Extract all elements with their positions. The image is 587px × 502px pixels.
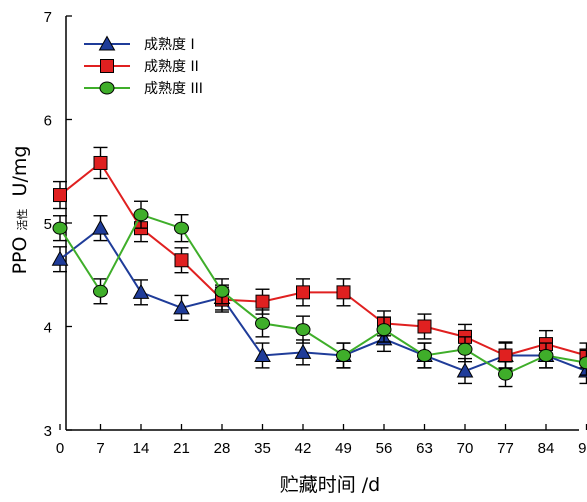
data-point <box>255 316 270 330</box>
legend-item-2: 成熟度 II <box>84 59 199 75</box>
y-axis-title-main: PPO <box>9 237 31 275</box>
data-point <box>336 348 351 362</box>
data-point <box>255 294 270 309</box>
data-point <box>457 342 473 356</box>
data-point <box>294 343 312 359</box>
series-layer <box>51 146 587 388</box>
axes: 3456707142128354249566370778491 <box>44 9 587 457</box>
data-point <box>296 285 310 300</box>
series-2 <box>53 146 587 370</box>
data-point <box>93 284 108 298</box>
data-point <box>53 188 67 203</box>
series-line <box>59 161 587 357</box>
data-point <box>456 362 474 378</box>
x-tick-label: 56 <box>376 440 393 457</box>
legend-marker <box>99 81 115 95</box>
legend-label: 成熟度 I <box>144 37 195 53</box>
data-point <box>92 219 109 235</box>
data-point <box>93 155 108 170</box>
data-point <box>51 250 69 266</box>
data-point <box>295 323 311 337</box>
y-tick-label: 7 <box>44 9 52 26</box>
data-point <box>254 346 271 362</box>
y-axis-title-unit: U/mg <box>9 146 31 197</box>
x-tick-label: 63 <box>416 440 433 457</box>
legend-marker <box>98 35 116 51</box>
y-tick-label: 3 <box>44 423 52 440</box>
x-tick-label: 49 <box>335 440 352 457</box>
data-point <box>336 285 351 300</box>
x-tick-label: 84 <box>538 440 555 457</box>
data-point <box>52 221 68 235</box>
legend-label: 成熟度 III <box>144 81 203 97</box>
data-point <box>417 319 432 334</box>
x-tick-label: 14 <box>133 440 150 457</box>
x-tick-label: 28 <box>214 440 231 457</box>
data-point <box>174 221 189 235</box>
data-point <box>132 283 150 299</box>
x-tick-label: 77 <box>497 440 514 457</box>
legend: 成熟度 I 成熟度 II 成熟度 III <box>84 35 203 97</box>
data-point <box>498 348 513 363</box>
data-point <box>498 367 513 381</box>
series-3 <box>52 200 587 388</box>
data-point <box>174 253 189 268</box>
x-tick-label: 91 <box>578 440 587 457</box>
x-tick-label: 35 <box>254 440 271 457</box>
legend-marker <box>100 59 114 73</box>
legend-item-1: 成熟度 I <box>84 35 195 53</box>
x-tick-label: 0 <box>56 440 64 457</box>
y-tick-label: 4 <box>44 320 52 337</box>
y-axis-title-sub: 活性 <box>15 209 29 231</box>
y-tick-label: 6 <box>44 113 52 130</box>
legend-label: 成熟度 II <box>144 59 199 75</box>
data-point <box>538 348 554 362</box>
x-tick-label: 21 <box>173 440 190 457</box>
data-point <box>417 348 432 362</box>
x-tick-label: 7 <box>96 440 104 457</box>
x-tick-label: 42 <box>295 440 312 457</box>
data-point <box>376 323 392 337</box>
x-axis-title: 贮藏时间 /d <box>280 474 381 496</box>
data-point <box>133 208 149 222</box>
data-point <box>173 299 190 315</box>
y-axis-title: PPO 活性 U/mg <box>9 146 31 275</box>
data-point <box>214 284 230 298</box>
x-tick-label: 70 <box>457 440 474 457</box>
y-tick-label: 5 <box>44 216 52 233</box>
svg-text:PPO 活性 U/mg: PPO 活性 U/mg <box>9 146 31 275</box>
legend-item-3: 成熟度 III <box>84 81 203 97</box>
